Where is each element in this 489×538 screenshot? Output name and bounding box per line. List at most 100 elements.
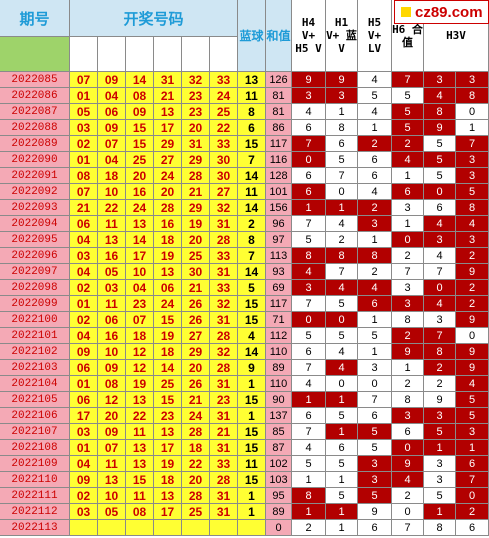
sum-cell: 110 [266,344,292,360]
trend-value-cell: 6 [292,344,326,360]
trend-value-cell: 6 [456,456,489,472]
sum-cell: 97 [266,232,292,248]
period-cell: 2022107 [0,424,70,440]
trend-value-cell: 5 [424,168,456,184]
trend-value-cell: 0 [456,104,489,120]
red-ball-cell: 24 [182,408,210,424]
trend-value-cell: 9 [326,72,358,88]
trend-value-cell: 0 [392,504,424,520]
trend-value-cell: 6 [292,120,326,136]
sum-cell: 117 [266,136,292,152]
red-ball-cell: 07 [98,136,126,152]
red-ball-cell: 33 [210,72,238,88]
red-ball-cell: 21 [70,200,98,216]
trend-value-cell: 4 [424,216,456,232]
red-ball-cell: 16 [98,248,126,264]
red-ball-cell: 24 [210,88,238,104]
blue-ball-cell: 15 [238,440,266,456]
trend-value-cell: 8 [392,392,424,408]
trend-value-cell: 8 [424,104,456,120]
trend-value-cell: 2 [358,264,392,280]
red-ball-cell: 17 [70,408,98,424]
red-ball-cell: 16 [126,184,154,200]
red-ball-cell: 13 [126,456,154,472]
number-filter-box-3[interactable] [126,37,154,72]
red-ball-cell: 01 [70,88,98,104]
period-filter-box[interactable] [0,37,70,72]
blue-ball-cell: 8 [238,232,266,248]
red-ball-cell: 31 [210,504,238,520]
blue-ball-cell: 1 [238,408,266,424]
trend-value-cell: 5 [358,440,392,456]
red-ball-cell: 29 [154,136,182,152]
trend-value-cell: 8 [326,120,358,136]
red-ball-cell: 04 [70,456,98,472]
period-cell: 2022106 [0,408,70,424]
red-ball-cell [210,520,238,536]
trend-value-cell: 0 [424,280,456,296]
sum-cell: 103 [266,472,292,488]
trend-value-cell: 9 [392,456,424,472]
trend-value-cell: 1 [456,120,489,136]
trend-value-cell: 3 [392,296,424,312]
trend-value-cell: 9 [292,72,326,88]
red-ball-cell: 09 [98,424,126,440]
blue-ball-cell: 1 [238,504,266,520]
number-filter-box-2[interactable] [98,37,126,72]
trend-value-cell: 6 [358,408,392,424]
trend-value-cell: 8 [456,88,489,104]
red-ball-cell: 13 [154,104,182,120]
period-cell: 2022085 [0,72,70,88]
red-ball-cell: 18 [98,168,126,184]
header-col-1: H4 V+ H5 V [292,0,326,72]
blue-ball-cell: 4 [238,328,266,344]
trend-value-cell: 3 [292,280,326,296]
trend-value-cell: 2 [326,232,358,248]
trend-value-cell: 0 [392,232,424,248]
watermark-logo: cz89.com [394,0,489,24]
number-filter-box-6[interactable] [210,37,238,72]
number-filter-box-4[interactable] [154,37,182,72]
trend-value-cell: 3 [424,456,456,472]
header-col-3: H5 V+ LV [358,0,392,72]
trend-value-cell: 0 [326,184,358,200]
red-ball-cell: 14 [154,360,182,376]
trend-value-cell: 1 [424,440,456,456]
sum-cell: 156 [266,200,292,216]
trend-value-cell: 7 [292,216,326,232]
red-ball-cell: 22 [126,408,154,424]
trend-value-cell: 5 [456,408,489,424]
red-ball-cell: 17 [154,440,182,456]
red-ball-cell: 10 [98,488,126,504]
number-filter-box-1[interactable] [70,37,98,72]
trend-value-cell: 1 [326,504,358,520]
red-ball-cell [98,520,126,536]
trend-value-cell: 8 [292,248,326,264]
trend-value-cell: 3 [456,232,489,248]
trend-value-cell: 4 [292,264,326,280]
period-cell: 2022105 [0,392,70,408]
trend-value-cell: 1 [358,232,392,248]
red-ball-cell: 19 [154,328,182,344]
red-ball-cell: 20 [182,360,210,376]
blue-ball-cell: 14 [238,168,266,184]
period-cell: 2022108 [0,440,70,456]
trend-value-cell: 9 [358,504,392,520]
red-ball-cell: 11 [98,216,126,232]
trend-value-cell: 0 [326,376,358,392]
trend-value-cell: 1 [292,504,326,520]
number-filter-box-5[interactable] [182,37,210,72]
trend-value-cell: 8 [326,248,358,264]
trend-value-cell: 2 [456,504,489,520]
period-cell: 2022089 [0,136,70,152]
red-ball-cell: 31 [210,376,238,392]
trend-value-cell: 3 [392,200,424,216]
red-ball-cell: 24 [154,168,182,184]
sum-cell: 90 [266,392,292,408]
trend-value-cell: 9 [456,344,489,360]
trend-value-cell: 0 [326,312,358,328]
sum-cell: 102 [266,456,292,472]
blue-ball-cell: 15 [238,296,266,312]
red-ball-cell: 26 [182,296,210,312]
red-ball-cell: 12 [98,392,126,408]
